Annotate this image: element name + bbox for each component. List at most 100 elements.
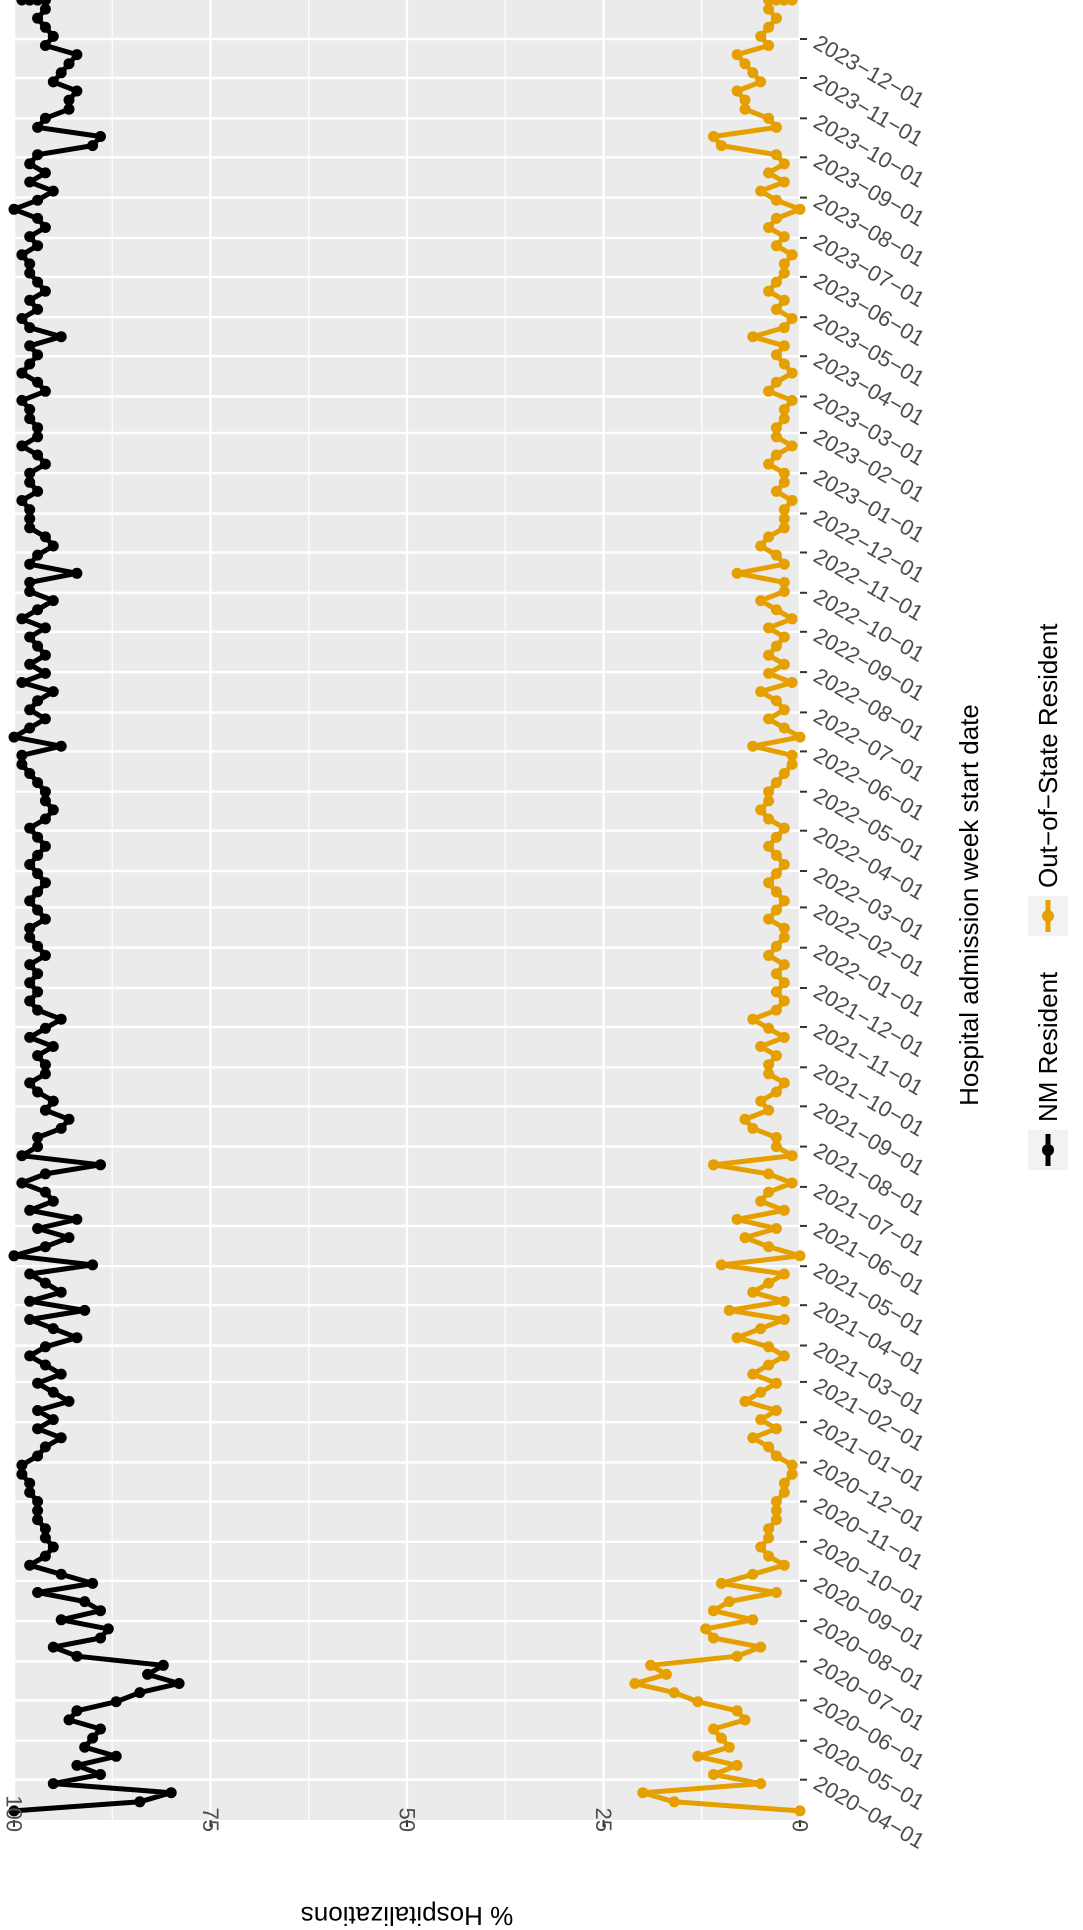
data-point: [778, 922, 790, 934]
data-point: [763, 531, 775, 543]
data-point: [770, 868, 782, 880]
data-point: [63, 1113, 75, 1125]
data-point: [770, 349, 782, 361]
data-point: [770, 240, 782, 252]
data-point: [24, 176, 36, 188]
data-point: [770, 422, 782, 434]
data-point: [47, 76, 59, 88]
data-point: [32, 149, 44, 161]
data-point: [39, 1186, 51, 1198]
data-point: [24, 1077, 36, 1089]
data-point: [32, 485, 44, 497]
data-point: [755, 185, 767, 197]
data-point: [24, 631, 36, 643]
data-point: [55, 1568, 67, 1580]
data-point: [134, 1796, 146, 1808]
data-point: [39, 813, 51, 825]
data-point: [731, 49, 743, 61]
data-point: [747, 1286, 759, 1298]
data-point: [39, 1068, 51, 1080]
data-point: [157, 1659, 169, 1671]
data-point: [786, 313, 798, 324]
data-point: [24, 340, 36, 352]
data-point: [715, 1577, 727, 1589]
data-point: [778, 1031, 790, 1043]
data-point: [763, 385, 775, 397]
data-point: [708, 1723, 719, 1735]
data-point: [173, 1678, 185, 1689]
x-axis-title: Hospital admission week start date: [954, 704, 984, 1106]
data-point: [39, 667, 51, 679]
data-point: [786, 394, 798, 406]
data-point: [24, 513, 36, 525]
data-point: [32, 1405, 44, 1416]
data-point: [47, 1641, 59, 1653]
data-point: [24, 1486, 36, 1498]
data-point: [770, 12, 782, 24]
data-point: [770, 1141, 782, 1153]
data-point: [71, 1705, 83, 1717]
data-point: [55, 331, 67, 343]
data-point: [95, 131, 106, 142]
data-point: [755, 1778, 767, 1790]
data-point: [778, 522, 790, 534]
data-point: [770, 1450, 782, 1462]
data-point: [24, 1031, 36, 1043]
data-point: [778, 1295, 790, 1307]
data-point: [32, 1086, 44, 1098]
data-point: [39, 622, 51, 634]
data-point: [32, 303, 44, 315]
data-point: [32, 1004, 44, 1016]
data-point: [24, 1559, 36, 1571]
data-point: [32, 1423, 44, 1435]
data-point: [47, 804, 59, 816]
data-point: [16, 1459, 28, 1471]
data-point: [24, 322, 36, 334]
data-point: [32, 1496, 44, 1507]
data-point: [778, 931, 790, 943]
data-point: [47, 1778, 59, 1790]
data-point: [39, 1104, 51, 1116]
data-point: [770, 968, 782, 980]
data-point: [32, 868, 44, 880]
data-point: [24, 995, 36, 1007]
data-point: [24, 558, 36, 570]
data-point: [778, 476, 790, 488]
data-point: [629, 1678, 641, 1689]
data-point: [778, 576, 790, 588]
data-point: [39, 1359, 51, 1371]
data-point: [786, 758, 798, 770]
data-point: [755, 1386, 767, 1398]
data-point: [770, 449, 782, 461]
data-point: [32, 968, 44, 980]
data-point: [778, 1077, 790, 1089]
data-point: [16, 394, 28, 406]
legend-key-oos-point: [1042, 910, 1054, 922]
data-point: [708, 1632, 719, 1644]
data-point: [770, 212, 782, 224]
data-point: [786, 440, 798, 452]
data-point: [39, 21, 51, 33]
data-point: [24, 294, 36, 306]
data-point: [778, 704, 790, 716]
data-point: [39, 649, 51, 661]
data-point: [739, 1395, 751, 1407]
data-point: [708, 131, 719, 142]
data-point: [747, 1614, 759, 1626]
data-point: [755, 1641, 767, 1653]
data-point: [786, 249, 798, 261]
data-point: [786, 1468, 798, 1480]
data-point: [763, 813, 775, 825]
data-point: [24, 576, 36, 588]
data-point: [47, 1541, 59, 1553]
data-point: [16, 677, 28, 688]
data-point: [16, 613, 28, 625]
data-point: [778, 1486, 790, 1498]
data-point: [24, 404, 36, 415]
data-point: [778, 586, 790, 597]
data-point: [32, 604, 44, 616]
data-point: [47, 1386, 59, 1398]
data-point: [755, 76, 767, 88]
data-point: [747, 67, 759, 79]
